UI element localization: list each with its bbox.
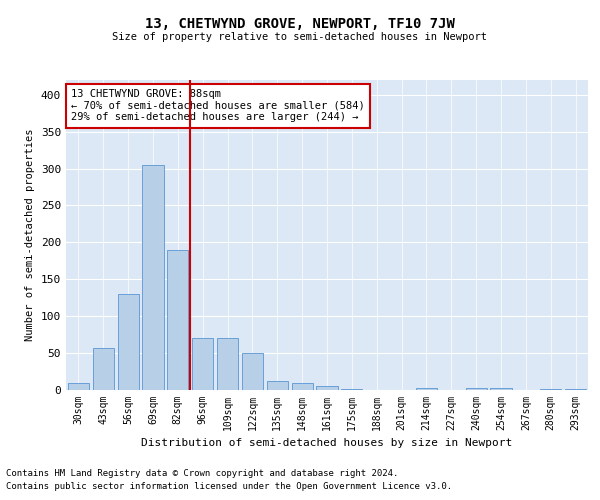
Bar	[292, 382, 313, 390]
Bar	[167, 250, 188, 390]
Bar	[142, 165, 164, 390]
Bar	[540, 388, 561, 390]
Y-axis label: Number of semi-detached properties: Number of semi-detached properties	[25, 128, 35, 341]
Text: 13, CHETWYND GROVE, NEWPORT, TF10 7JW: 13, CHETWYND GROVE, NEWPORT, TF10 7JW	[145, 18, 455, 32]
Text: 13 CHETWYND GROVE: 88sqm
← 70% of semi-detached houses are smaller (584)
29% of : 13 CHETWYND GROVE: 88sqm ← 70% of semi-d…	[71, 90, 365, 122]
Bar	[316, 386, 338, 390]
X-axis label: Distribution of semi-detached houses by size in Newport: Distribution of semi-detached houses by …	[142, 438, 512, 448]
Bar	[93, 348, 114, 390]
Bar	[466, 388, 487, 390]
Bar	[192, 338, 213, 390]
Bar	[267, 381, 288, 390]
Bar	[118, 294, 139, 390]
Text: Contains HM Land Registry data © Crown copyright and database right 2024.: Contains HM Land Registry data © Crown c…	[6, 468, 398, 477]
Bar	[490, 388, 512, 390]
Bar	[217, 338, 238, 390]
Text: Size of property relative to semi-detached houses in Newport: Size of property relative to semi-detach…	[113, 32, 487, 42]
Bar	[416, 388, 437, 390]
Bar	[565, 388, 586, 390]
Bar	[341, 388, 362, 390]
Bar	[242, 353, 263, 390]
Text: Contains public sector information licensed under the Open Government Licence v3: Contains public sector information licen…	[6, 482, 452, 491]
Bar	[68, 382, 89, 390]
